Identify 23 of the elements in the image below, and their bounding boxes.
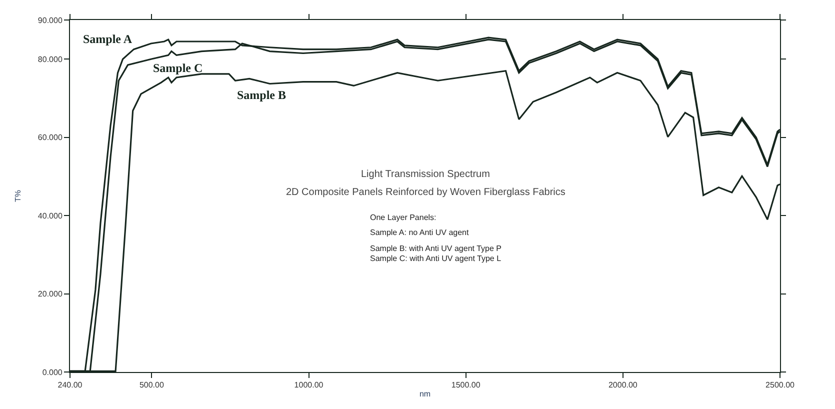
annotation: Light Transmission Spectrum bbox=[361, 169, 490, 180]
annotation: One Layer Panels: bbox=[370, 213, 436, 222]
x-tick-label: 240.00 bbox=[58, 380, 83, 390]
y-tick-label: 40.000 bbox=[38, 211, 63, 220]
y-axis-title: T% bbox=[14, 190, 23, 202]
y-tick-label: 20.000 bbox=[38, 290, 63, 299]
annotation: Sample A: no Anti UV agent bbox=[370, 228, 470, 237]
y-tick-label: 80.000 bbox=[38, 54, 63, 64]
x-axis-title: nm bbox=[419, 390, 431, 399]
y-tick-label: 60.000 bbox=[38, 133, 63, 142]
x-tick-label: 1000.00 bbox=[294, 380, 324, 390]
x-tick-label: 500.00 bbox=[139, 380, 164, 390]
annotation: Sample C: with Anti UV agent Type L bbox=[370, 254, 502, 263]
x-tick-label: 2500.00 bbox=[766, 380, 796, 390]
series-label: Sample B bbox=[237, 88, 286, 102]
series-label: Sample C bbox=[153, 61, 203, 75]
series-label: Sample A bbox=[83, 32, 132, 46]
y-tick-label: 0.000 bbox=[42, 368, 63, 377]
x-tick-label: 1500.00 bbox=[451, 380, 481, 390]
annotation: 2D Composite Panels Reinforced by Woven Fiberglass Fabrics bbox=[286, 187, 566, 198]
annotation: Sample B: with Anti UV agent Type P bbox=[370, 244, 502, 253]
x-tick-label: 2000.00 bbox=[608, 380, 638, 390]
y-tick-label: 90.000 bbox=[38, 16, 63, 25]
